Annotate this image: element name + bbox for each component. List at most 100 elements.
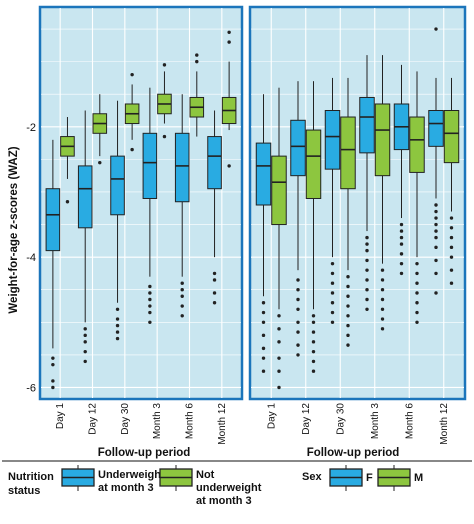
outlier-point <box>346 314 350 318</box>
outlier-point <box>148 284 152 289</box>
outlier-point <box>148 304 152 308</box>
outlier-point <box>261 356 266 360</box>
outlier-point <box>449 268 454 272</box>
box-day-30 <box>124 72 140 152</box>
outlier-point <box>130 147 134 152</box>
outlier-point <box>399 271 404 276</box>
outlier-point <box>296 320 300 325</box>
outlier-point <box>449 216 454 220</box>
outlier-point <box>162 63 167 67</box>
outlier-point <box>311 330 316 334</box>
legend-label-f: F <box>366 472 373 484</box>
outlier-point <box>434 229 438 233</box>
y-tick-label: -4 <box>26 252 36 264</box>
outlier-point <box>115 336 120 341</box>
outlier-point <box>415 310 419 315</box>
legend-swatch <box>377 465 411 491</box>
box-body <box>340 116 356 190</box>
outlier-point <box>311 369 316 373</box>
box-body <box>271 155 287 226</box>
legend-swatch <box>61 465 95 491</box>
outlier-point <box>365 258 369 263</box>
outlier-point <box>399 242 404 246</box>
y-axis-title: Weight-for-age z-scores (WAZ) <box>8 146 20 313</box>
box-day-30 <box>110 100 125 341</box>
outlier-point <box>130 72 134 77</box>
box-day-1 <box>60 117 75 204</box>
box-body <box>207 136 222 190</box>
outlier-point <box>449 245 454 250</box>
outlier-point <box>449 226 454 230</box>
box-month-6 <box>393 64 410 276</box>
outlier-point <box>330 271 335 276</box>
outlier-point <box>277 327 281 331</box>
outlier-point <box>180 281 184 285</box>
box-month-3 <box>157 63 172 139</box>
outlier-point <box>51 356 55 360</box>
outlier-point <box>330 281 335 285</box>
outlier-point <box>311 349 316 354</box>
outlier-point <box>212 271 217 276</box>
outlier-point <box>148 297 152 302</box>
box-day-12 <box>92 94 108 165</box>
outlier-point <box>380 307 385 311</box>
outlier-point <box>399 252 404 256</box>
legend-label-line: Not <box>196 469 215 481</box>
x-tick-label: Day 12 <box>301 403 312 435</box>
box-day-12 <box>290 81 306 357</box>
outlier-point <box>399 261 404 266</box>
outlier-point <box>415 301 419 305</box>
x-tick-label: Day 30 <box>335 403 346 435</box>
outlier-point <box>365 297 369 302</box>
box-day-1 <box>271 87 287 390</box>
box-day-1 <box>255 94 272 373</box>
panel-1 <box>38 5 244 401</box>
outlier-point <box>115 323 120 328</box>
legend-title-line: status <box>8 485 40 497</box>
outlier-point <box>212 301 217 305</box>
legend-label-line: underweight <box>196 482 262 494</box>
outlier-point <box>365 307 369 311</box>
box-month-3 <box>359 55 375 311</box>
outlier-point <box>65 200 70 204</box>
outlier-point <box>346 274 350 279</box>
outlier-point <box>380 288 385 292</box>
outlier-point <box>212 291 217 295</box>
outlier-point <box>380 317 385 321</box>
x-tick-label: Month 6 <box>404 403 415 440</box>
outlier-point <box>51 379 55 383</box>
outlier-point <box>380 268 385 272</box>
outlier-point <box>415 271 419 276</box>
legend-label-not-underweight: Not underweight at month 3 <box>196 469 262 507</box>
x-axis-title-right: Follow-up period <box>307 447 400 459</box>
x-tick-label: Day 12 <box>88 403 99 435</box>
box-month-3 <box>374 55 391 331</box>
outlier-point <box>330 301 335 305</box>
legend-label-line: at month 3 <box>98 482 154 494</box>
outlier-point <box>449 281 454 285</box>
outlier-point <box>115 307 120 311</box>
outlier-point <box>261 333 266 338</box>
outlier-point <box>277 385 281 390</box>
legend-label-m: M <box>414 472 423 484</box>
x-ticks-layer: Day 1 Day 12 Day 30 Month 3 Month 6 Month 12 D… <box>55 403 450 445</box>
outlier-point <box>449 235 454 240</box>
box-body <box>142 132 158 199</box>
panel-frame <box>38 5 244 401</box>
outlier-point <box>148 320 152 325</box>
outlier-point <box>434 271 438 276</box>
outlier-point <box>434 203 438 207</box>
box-body <box>428 110 444 147</box>
box-body <box>409 116 425 173</box>
outlier-point <box>346 294 350 298</box>
outlier-point <box>434 222 438 227</box>
outlier-point <box>296 353 300 357</box>
outlier-point <box>261 346 266 351</box>
outlier-point <box>148 310 152 315</box>
outlier-point <box>346 284 350 289</box>
outlier-point <box>162 134 167 139</box>
outlier-point <box>227 40 231 44</box>
outlier-point <box>261 369 266 373</box>
box-day-12 <box>305 81 322 373</box>
x-axis-title-left: Follow-up period <box>98 447 191 459</box>
